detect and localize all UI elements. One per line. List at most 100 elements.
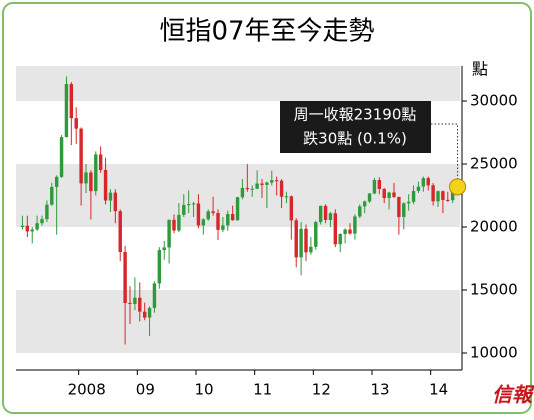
- candle-body: [318, 205, 323, 223]
- candle-body: [323, 205, 328, 220]
- candle-body: [89, 172, 93, 192]
- y-tick-label: 15000: [470, 281, 518, 299]
- candle-body: [30, 229, 34, 232]
- chart-title: 恒指07年至今走勢: [159, 17, 374, 47]
- candle-body: [201, 219, 206, 226]
- candle-body: [441, 191, 445, 200]
- candle-body: [392, 192, 396, 197]
- candle-body: [98, 154, 103, 170]
- candle-body: [123, 251, 127, 303]
- candle-body: [343, 229, 347, 235]
- candle-body: [255, 183, 259, 189]
- candle-body: [348, 229, 352, 234]
- x-tick-label: 09: [136, 381, 155, 399]
- candle-body: [406, 201, 411, 204]
- candle-body: [265, 182, 269, 185]
- candle-body: [250, 188, 254, 190]
- candle-body: [138, 297, 142, 312]
- x-tick-label: 13: [370, 381, 389, 399]
- candle-body: [172, 219, 176, 231]
- candle-body: [147, 307, 152, 318]
- x-tick-label: 14: [429, 381, 448, 399]
- x-tick-label: 11: [253, 381, 272, 399]
- candle-body: [35, 223, 39, 230]
- candle-body: [191, 203, 196, 205]
- candle-body: [230, 214, 235, 221]
- candle-body: [416, 186, 421, 191]
- candle-body: [74, 118, 78, 129]
- y-unit: 點: [472, 60, 488, 79]
- candle-body: [294, 220, 298, 258]
- candle-body: [167, 219, 171, 248]
- candle-body: [103, 169, 108, 201]
- candle-body: [284, 196, 289, 198]
- candle-body: [186, 204, 191, 206]
- annotation-box: [280, 101, 431, 153]
- candle-body: [436, 191, 440, 202]
- candle-body: [50, 186, 54, 205]
- candle-body: [402, 203, 406, 217]
- y-tick-label: 10000: [470, 343, 518, 361]
- candle-body: [446, 199, 450, 201]
- candle-body: [216, 213, 220, 230]
- candle-body: [397, 196, 401, 217]
- candle-body: [64, 84, 69, 138]
- candle-body: [20, 225, 25, 228]
- x-tick-label: 12: [312, 381, 331, 399]
- candle-body: [133, 297, 137, 304]
- candle-body: [338, 234, 342, 245]
- source-logo: 信報: [492, 383, 534, 407]
- candle-body: [113, 192, 118, 212]
- candle-body: [270, 180, 274, 183]
- candle-body: [25, 225, 30, 232]
- candle-body: [40, 219, 44, 224]
- candle-body: [94, 154, 98, 192]
- annotation-text: 跌30點 (0.1%): [303, 130, 407, 148]
- candle-body: [274, 180, 279, 182]
- candle-body: [177, 214, 181, 231]
- candle-body: [235, 197, 240, 221]
- candle-body: [162, 247, 166, 251]
- candle-body: [304, 228, 308, 253]
- annotation-text: 周一收報23190點: [294, 106, 417, 124]
- candle-body: [299, 228, 303, 258]
- candle-body: [426, 178, 430, 186]
- candle-body: [84, 172, 88, 184]
- candle-body: [333, 213, 338, 245]
- grid-band: [16, 66, 460, 102]
- candle-body: [152, 283, 157, 308]
- candle-body: [69, 84, 74, 119]
- candle-body: [245, 187, 250, 190]
- candle-body: [382, 188, 386, 199]
- candle-body: [450, 188, 455, 201]
- candle-body: [79, 128, 83, 184]
- y-tick-label: 25000: [470, 155, 518, 173]
- candle-body: [421, 178, 426, 187]
- candle-body: [59, 137, 64, 177]
- candle-body: [358, 206, 362, 217]
- y-tick-label: 30000: [470, 92, 518, 110]
- candle-body: [353, 216, 357, 234]
- candle-body: [182, 204, 186, 215]
- candle-body: [118, 211, 122, 252]
- candle-body: [221, 225, 225, 230]
- candle-body: [279, 180, 284, 197]
- x-tick-label: 2008: [68, 381, 106, 399]
- candle-body: [54, 176, 59, 187]
- candle-body: [411, 190, 416, 202]
- candle-body: [260, 183, 264, 185]
- grid-band: [16, 290, 460, 353]
- candle-body: [240, 187, 245, 198]
- candle-body: [289, 196, 294, 221]
- candle-body: [362, 201, 367, 207]
- candle-body: [431, 185, 435, 202]
- candle-body: [314, 222, 318, 247]
- candle-body: [328, 213, 333, 220]
- candle-body: [45, 204, 49, 220]
- candle-body: [387, 192, 391, 199]
- x-tick-label: 10: [194, 381, 213, 399]
- candle-body: [142, 311, 147, 318]
- candle-body: [108, 192, 113, 201]
- last-close-marker: [449, 178, 467, 196]
